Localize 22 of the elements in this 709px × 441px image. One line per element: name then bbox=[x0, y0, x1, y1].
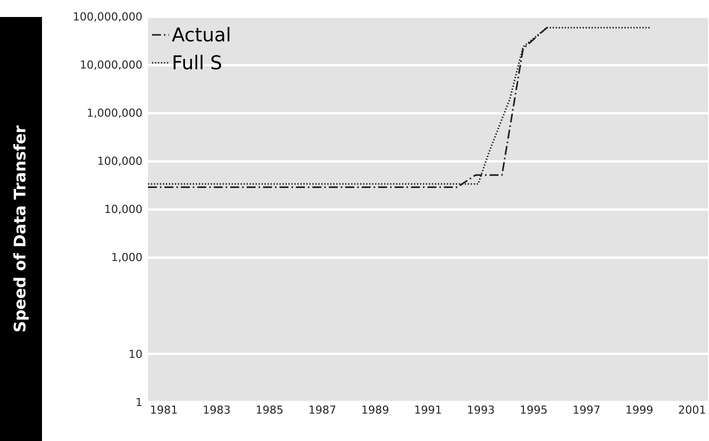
legend-label: Actual bbox=[172, 26, 230, 42]
legend-label: Full S bbox=[174, 54, 222, 70]
y-tick-label: 1 bbox=[136, 398, 142, 406]
x-tick-label: 1985 bbox=[256, 406, 282, 414]
y-tick-label: 1,000 bbox=[112, 252, 142, 262]
y-axis-title: Speed of Data Transfer bbox=[13, 126, 29, 332]
y-tick-label: 10,000,000 bbox=[80, 60, 142, 70]
x-tick-label: 1989 bbox=[362, 406, 388, 414]
x-tick-label: 1995 bbox=[520, 406, 547, 414]
x-tick-label: 1997 bbox=[574, 406, 600, 414]
x-tick-label: 2001 bbox=[679, 406, 706, 414]
y-tick-label: 10 bbox=[130, 350, 142, 358]
x-tick-label: 1991 bbox=[415, 406, 441, 414]
y-tick-label: 100,000,000 bbox=[74, 12, 142, 22]
y-tick-label: 10,000 bbox=[105, 204, 142, 214]
x-tick-label: 1987 bbox=[310, 406, 336, 414]
y-tick-label: 100,000 bbox=[98, 156, 142, 166]
x-tick-label: 1993 bbox=[468, 406, 494, 414]
x-tick-label: 1981 bbox=[151, 406, 177, 414]
x-tick-label: 1999 bbox=[626, 406, 652, 414]
x-tick-label: 1983 bbox=[204, 406, 230, 414]
y-tick-label: 1,000,000 bbox=[88, 108, 142, 118]
